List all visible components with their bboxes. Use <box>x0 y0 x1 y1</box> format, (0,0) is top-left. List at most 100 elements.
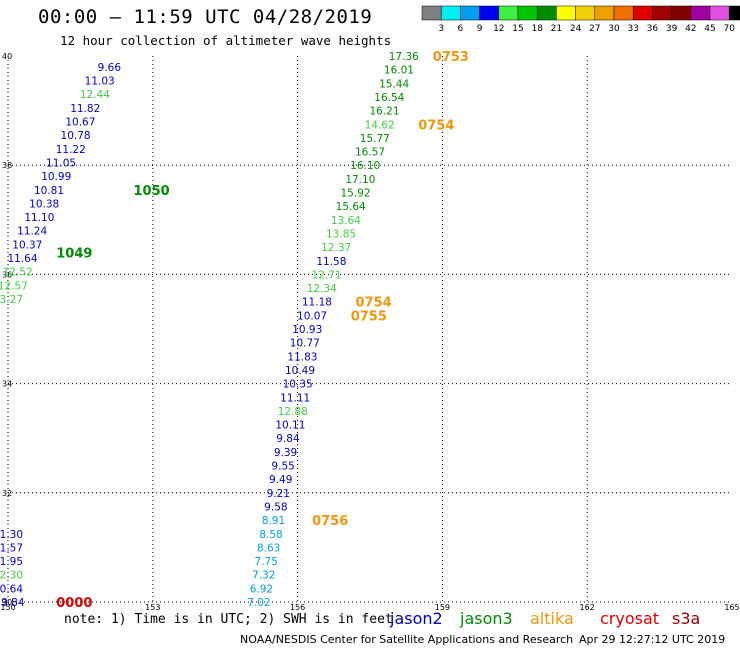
data-point-label: 11.11 <box>280 392 310 404</box>
y-tick-label: 36 <box>2 270 12 279</box>
y-tick-label: 38 <box>2 161 12 170</box>
data-point-label: 16.54 <box>374 92 404 104</box>
page-title: 00:00 – 11:59 UTC 04/28/2019 <box>38 6 373 28</box>
time-label: 0756 <box>312 514 348 529</box>
data-point-label: 9.21 <box>267 488 290 500</box>
data-point-label: 7.32 <box>252 570 275 582</box>
data-point-label: 9.58 <box>264 501 287 513</box>
colorbar-swatch <box>517 5 538 21</box>
colorbar-swatch <box>613 5 634 21</box>
y-tick-label: 32 <box>2 489 12 498</box>
data-point-label: 10.07 <box>297 310 327 322</box>
colorbar-label: 15 <box>512 24 523 34</box>
colorbar-label: 33 <box>627 24 638 34</box>
data-point-label: 16.57 <box>355 147 385 159</box>
data-point-label: 11.10 <box>24 212 54 224</box>
colorbar-label: 42 <box>685 24 696 34</box>
data-point-label: 12.88 <box>278 406 308 418</box>
data-point-label: 8.91 <box>262 515 285 527</box>
data-point-label: 11.22 <box>56 144 86 156</box>
data-point-label: 10.49 <box>285 365 315 377</box>
page-subtitle: 12 hour collection of altimeter wave hei… <box>60 33 392 48</box>
x-tick-label: 153 <box>145 603 160 612</box>
colorbar-label: 12 <box>493 24 504 34</box>
x-tick-label: 156 <box>290 603 305 612</box>
colorbar-label: 39 <box>666 24 678 34</box>
colorbar-swatch <box>498 5 519 21</box>
colorbar-label: 24 <box>570 24 582 34</box>
data-point-label: 8.58 <box>259 529 282 541</box>
data-point-label: 11.83 <box>287 351 317 363</box>
legend-jason3: jason3 <box>460 609 513 628</box>
data-point-label: 16.21 <box>369 106 399 118</box>
data-point-label: 10.99 <box>41 171 71 183</box>
data-point-label: 12.44 <box>80 89 110 101</box>
colorbar-label: 3 <box>438 24 444 34</box>
colorbar-label: 27 <box>589 24 600 34</box>
data-point-label: 17.36 <box>389 51 419 63</box>
data-point-label: 12.30 <box>0 570 23 582</box>
data-point-label: 11.24 <box>17 226 47 238</box>
colorbar-swatch <box>575 5 596 21</box>
data-point-label: 8.63 <box>257 542 280 554</box>
y-tick-label: 30 <box>2 598 12 607</box>
colorbar-swatch <box>671 5 692 21</box>
x-tick-label: 162 <box>580 603 595 612</box>
legend-s3a: s3a <box>672 609 701 628</box>
data-point-label: 10.35 <box>283 379 313 391</box>
x-tick-label: 150 <box>0 603 15 612</box>
legend-cryosat: cryosat <box>600 609 660 628</box>
footer-note: note: 1) Time is in UTC; 2) SWH is in fe… <box>64 612 393 627</box>
data-point-label: 11.57 <box>0 542 23 554</box>
y-tick-label: 40 <box>2 52 12 61</box>
data-point-label: 11.58 <box>316 256 346 268</box>
colorbar-swatch <box>536 5 557 21</box>
data-point-label: 10.78 <box>61 130 91 142</box>
data-point-label: 12.34 <box>307 283 337 295</box>
footer-timestamp: Apr 29 12:27:12 UTC 2019 <box>579 633 726 646</box>
colorbar-label: 45 <box>704 24 715 34</box>
time-label: 0754 <box>418 118 454 133</box>
colorbar-swatch <box>652 5 672 21</box>
data-point-label: 9.49 <box>269 474 292 486</box>
data-point-label: 11.64 <box>7 253 37 265</box>
data-point-label: 9.55 <box>271 461 294 473</box>
time-label: 0000 <box>56 596 92 611</box>
data-point-label: 14.62 <box>365 119 395 131</box>
data-point-label: 12.52 <box>3 267 33 279</box>
colorbar-swatch <box>421 5 442 21</box>
data-point-label: 7.02 <box>247 597 270 609</box>
data-point-label: 11.05 <box>46 157 76 169</box>
footer-credit: NOAA/NESDIS Center for Satellite Applica… <box>240 633 574 646</box>
colorbar-swatch <box>728 5 740 21</box>
x-tick-label: 165 <box>724 603 739 612</box>
colorbar-swatch <box>632 5 653 21</box>
colorbar-label: 6 <box>458 24 464 34</box>
data-point-label: 15.64 <box>336 201 366 213</box>
data-point-label: 13.64 <box>331 215 361 227</box>
time-label: 0754 <box>356 296 392 311</box>
data-point-label: 12.37 <box>321 242 351 254</box>
data-point-label: 13.27 <box>0 294 23 306</box>
colorbar-swatch <box>709 5 730 21</box>
colorbar-label: 36 <box>647 24 659 34</box>
legend-jason2: jason2 <box>390 609 443 628</box>
data-point-label: 15.77 <box>360 133 390 145</box>
data-point-label: 9.84 <box>1 597 25 609</box>
legend-altika: altika <box>530 609 574 628</box>
data-point-label: 11.30 <box>0 529 23 541</box>
colorbar-label: 21 <box>551 24 562 34</box>
colorbar-swatch <box>440 5 461 21</box>
data-point-label: 10.93 <box>292 324 322 336</box>
data-point-label: 11.82 <box>70 103 100 115</box>
y-tick-label: 34 <box>2 380 12 389</box>
colorbar-swatch <box>479 5 500 21</box>
data-point-label: 10.64 <box>0 583 23 595</box>
colorbar-label: 18 <box>531 24 543 34</box>
data-point-label: 10.81 <box>34 185 64 197</box>
data-point-label: 10.77 <box>290 338 320 350</box>
time-label: 0755 <box>351 309 387 324</box>
data-point-label: 12.71 <box>312 269 342 281</box>
data-point-label: 13.85 <box>326 228 356 240</box>
